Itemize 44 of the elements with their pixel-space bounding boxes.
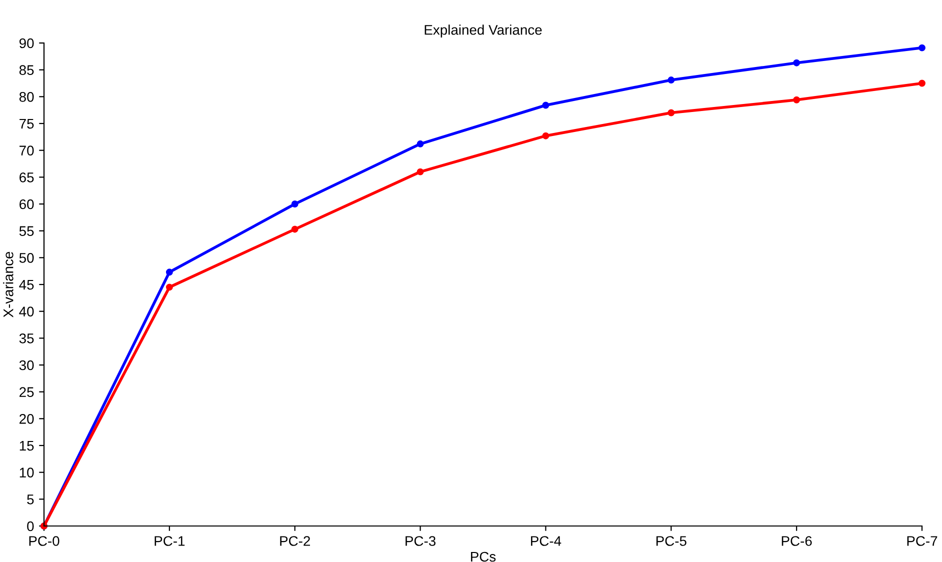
point [668, 76, 675, 84]
y-tick-label: 80 [19, 92, 34, 102]
y-tick-label: 0 [27, 521, 34, 532]
point [542, 132, 550, 140]
x-tick-label: PC-2 [280, 536, 310, 546]
point [793, 59, 800, 66]
point [291, 200, 298, 208]
x-tick-label: PC-4 [531, 536, 562, 546]
x-tick-label: PC-0 [29, 536, 60, 546]
y-tick-label: 35 [19, 334, 34, 344]
y-tick-label: 55 [19, 226, 34, 236]
x-tick-label: PC-1 [154, 536, 185, 546]
chart-title: Explained Variance [424, 24, 542, 38]
point [918, 80, 926, 87]
y-tick-label: 90 [19, 38, 34, 48]
y-tick-label: 45 [19, 280, 34, 290]
y-tick-label: 25 [20, 387, 34, 398]
x-tick-label: PC-5 [656, 536, 686, 546]
y-tick-label: 70 [20, 146, 34, 156]
x-axis-title: PCs [471, 552, 496, 562]
y-tick-label: 75 [20, 118, 34, 129]
y-tick-label: 40 [19, 306, 34, 317]
point [291, 226, 298, 233]
point [416, 140, 424, 148]
x-tick-label: PC-7 [907, 536, 938, 546]
y-tick-label: 65 [20, 172, 34, 182]
y-tick-label: 30 [19, 360, 34, 370]
y-tick-label: 5 [27, 494, 34, 504]
x-tick-label: PC-3 [406, 536, 436, 546]
x-tick-label: PC-6 [782, 536, 812, 546]
y-tick-label: 15 [20, 440, 34, 451]
y-tick-label: 85 [19, 65, 34, 76]
point [166, 268, 173, 276]
point [542, 102, 550, 109]
point [416, 168, 424, 176]
point [918, 44, 926, 52]
point [793, 96, 800, 104]
point [668, 109, 675, 116]
y-tick-label: 20 [20, 414, 34, 424]
y-tick-label: 50 [19, 253, 34, 263]
y-axis-title: X-variance [3, 252, 14, 318]
point [166, 284, 173, 291]
y-tick-label: 60 [20, 199, 34, 210]
y-tick-label: 10 [20, 468, 34, 478]
